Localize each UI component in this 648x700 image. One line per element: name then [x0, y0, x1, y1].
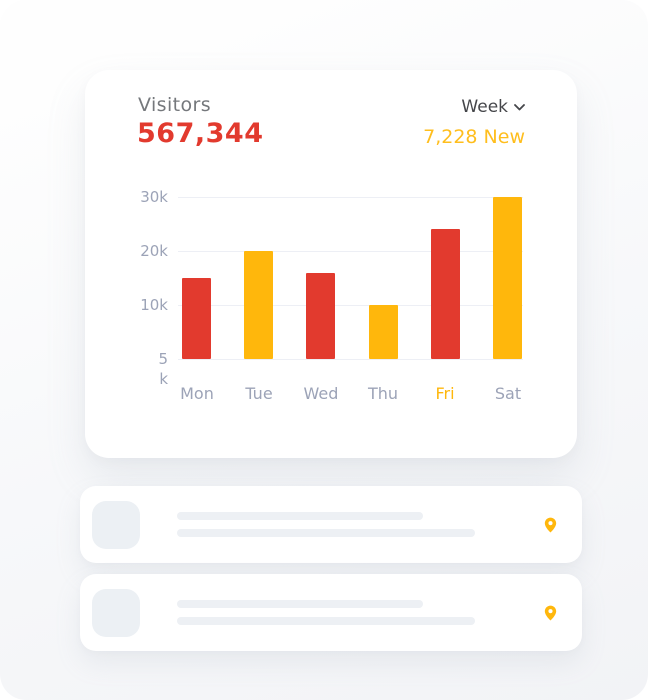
x-axis-label-wed: Wed — [303, 384, 339, 403]
visitors-card: Visitors 567,344 Week 7,228 New 30k 20k 10… — [85, 70, 577, 458]
text-placeholder-line — [177, 512, 423, 520]
avatar-placeholder — [92, 589, 140, 637]
y-axis-tick-20k: 20k — [140, 242, 168, 260]
list-item[interactable] — [80, 486, 582, 563]
location-pin-icon[interactable] — [539, 513, 561, 537]
gridline-5k — [178, 359, 523, 360]
bar-wed — [306, 273, 335, 359]
gridline-20k — [178, 251, 523, 252]
x-axis-label-mon: Mon — [180, 384, 214, 403]
visitors-count: 567,344 — [137, 118, 264, 149]
y-axis-tick-5k: 5 k — [158, 350, 168, 388]
text-placeholder-line — [177, 529, 475, 537]
gridline-30k — [178, 197, 523, 198]
x-axis-label-tue: Tue — [245, 384, 273, 403]
y-axis-tick-30k: 30k — [140, 188, 168, 206]
avatar-placeholder — [92, 501, 140, 549]
chevron-down-icon — [514, 103, 525, 111]
chart-plot — [178, 197, 523, 360]
text-placeholder-line — [177, 617, 475, 625]
week-dropdown[interactable]: Week — [461, 97, 525, 117]
bar-thu — [369, 305, 398, 359]
bar-tue — [244, 251, 273, 359]
x-axis-label-thu: Thu — [367, 384, 399, 403]
list-item[interactable] — [80, 574, 582, 651]
bar-fri — [431, 229, 460, 359]
location-pin-icon[interactable] — [539, 601, 561, 625]
y-axis-tick-10k: 10k — [140, 296, 168, 314]
gridline-10k — [178, 305, 523, 306]
week-dropdown-label: Week — [461, 97, 508, 117]
x-axis-label-fri: Fri — [435, 384, 455, 403]
bar-sat — [493, 197, 522, 359]
x-axis-label-sat: Sat — [494, 384, 522, 403]
bar-mon — [182, 278, 211, 359]
text-placeholder-line — [177, 600, 423, 608]
new-visitors-count: 7,228 New — [423, 126, 525, 148]
visitors-title: Visitors — [138, 94, 212, 116]
